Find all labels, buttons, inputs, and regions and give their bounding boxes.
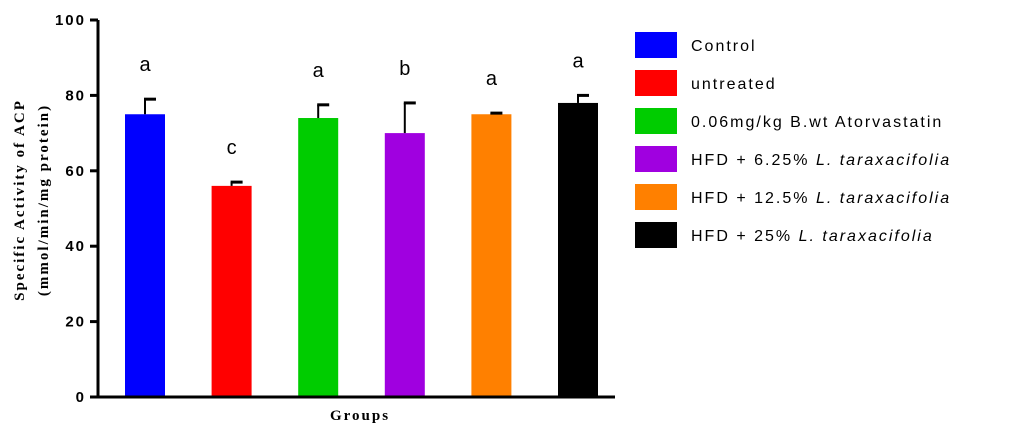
significance-label: c	[227, 137, 237, 159]
y-axis-title-line2: (mmol/min/mg protein)	[36, 104, 52, 296]
bar	[211, 185, 252, 397]
significance-label: a	[139, 54, 151, 76]
bar	[558, 102, 598, 397]
bar	[125, 114, 165, 397]
y-tick-label: 100	[55, 12, 86, 29]
significance-label: b	[399, 58, 410, 80]
bar	[471, 114, 512, 397]
legend-label: 0.06mg/kg B.wt Atorvastatin	[691, 114, 943, 131]
x-axis-title: Groups	[330, 408, 390, 424]
legend-label: HFD + 6.25% L. taraxacifolia	[691, 152, 951, 169]
y-tick-label: 0	[76, 389, 86, 406]
legend-label: HFD + 12.5% L. taraxacifolia	[691, 190, 951, 207]
legend-label: Control	[691, 38, 757, 55]
legend-swatch	[635, 32, 677, 58]
legend-swatch	[635, 70, 677, 96]
y-axis-ticks: 0 20 40 60 80 100	[55, 12, 98, 406]
significance-label: a	[486, 68, 498, 90]
legend-label: untreated	[691, 76, 777, 93]
significance-label-group: a c a b a a	[139, 50, 584, 159]
legend: Control untreated 0.06mg/kg B.wt Atorvasta…	[635, 32, 951, 248]
legend-swatch	[635, 222, 677, 248]
legend-swatch	[635, 184, 677, 210]
legend-swatch	[635, 108, 677, 134]
significance-label: a	[572, 50, 584, 72]
bar	[298, 118, 339, 398]
y-axis-title-line1: Specific Activity of ACP	[12, 99, 28, 301]
error-bar-group	[144, 93, 589, 186]
legend-label: HFD + 25% L. taraxacifolia	[691, 228, 934, 245]
y-tick-label: 40	[65, 238, 86, 255]
significance-label: a	[313, 60, 325, 82]
bar-group	[125, 102, 598, 398]
y-tick-label: 20	[65, 314, 86, 331]
y-tick-label: 60	[65, 163, 86, 180]
y-tick-label: 80	[65, 87, 86, 104]
bar	[384, 133, 425, 397]
legend-swatch	[635, 146, 677, 172]
